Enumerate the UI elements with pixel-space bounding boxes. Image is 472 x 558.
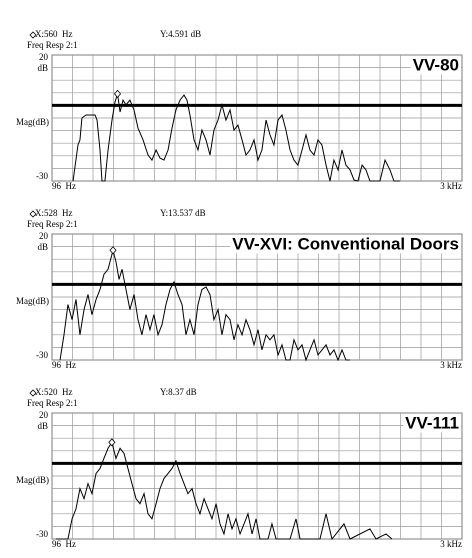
y-tick-label: 20 bbox=[39, 52, 49, 62]
response-curve bbox=[59, 248, 351, 362]
y-tick-label: -30 bbox=[36, 171, 48, 181]
y-tick-label: 20 bbox=[39, 231, 49, 241]
cursor-icon bbox=[29, 210, 37, 218]
x-tick-label: 3 kHz bbox=[440, 539, 462, 549]
y-axis-label: Mag(dB) bbox=[16, 296, 49, 306]
subtitle: Freq Resp 2:1 bbox=[27, 40, 78, 50]
chart-title: VV-80 bbox=[413, 55, 459, 74]
cursor-marker bbox=[113, 89, 122, 98]
cursor-marker bbox=[108, 438, 116, 447]
subtitle: Freq Resp 2:1 bbox=[27, 219, 78, 229]
cursor-y-readout: Y:13.537 dB bbox=[160, 208, 206, 218]
chart-title: VV-111 bbox=[405, 413, 459, 432]
cursor-icon bbox=[29, 31, 37, 39]
cursor-icon bbox=[29, 389, 37, 397]
y-tick-label: -30 bbox=[36, 529, 48, 539]
x-tick-label: 3 kHz bbox=[440, 181, 462, 191]
y-unit: dB bbox=[37, 421, 48, 431]
cursor-marker bbox=[109, 246, 117, 255]
subtitle: Freq Resp 2:1 bbox=[27, 398, 78, 408]
cursor-y-readout: Y:8.37 dB bbox=[160, 387, 197, 397]
title-backdrop bbox=[230, 234, 461, 254]
cursor-x-readout: X:560 Hz bbox=[35, 29, 73, 39]
y-tick-label: 20 bbox=[39, 410, 49, 420]
response-curve bbox=[55, 441, 393, 541]
cursor-x-readout: X:528 Hz bbox=[35, 208, 73, 218]
y-tick-label: -30 bbox=[36, 350, 48, 360]
cursor-y-readout: Y:4.591 dB bbox=[160, 29, 201, 39]
x-tick-label: 96 Hz bbox=[52, 181, 76, 191]
title-backdrop bbox=[403, 413, 461, 433]
y-unit: dB bbox=[37, 63, 48, 73]
response-curve bbox=[72, 93, 401, 182]
x-tick-label: 96 Hz bbox=[52, 539, 76, 549]
x-tick-label: 96 Hz bbox=[52, 360, 76, 370]
cursor-x-readout: X:520 Hz bbox=[35, 387, 73, 397]
chart-title: VV-XVI: Conventional Doors bbox=[232, 234, 459, 253]
y-axis-label: Mag(dB) bbox=[16, 117, 49, 127]
x-tick-label: 3 kHz bbox=[440, 360, 462, 370]
y-unit: dB bbox=[37, 242, 48, 252]
title-backdrop bbox=[410, 55, 461, 75]
y-axis-label: Mag(dB) bbox=[16, 475, 49, 485]
